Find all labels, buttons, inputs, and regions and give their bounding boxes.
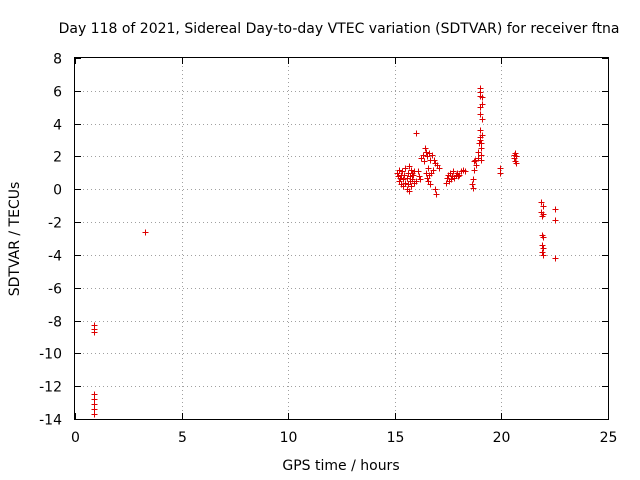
data-point (433, 191, 440, 198)
y-tick-label: -8 (48, 315, 62, 331)
y-tick-label: 4 (53, 118, 62, 134)
data-point (429, 152, 436, 159)
axis-ticks: -14 -12 -10 -8 -6 -4 -2 0 2 4 6 8 0 5 10 15 20 25 (39, 52, 617, 447)
data-point (397, 175, 404, 182)
data-point (431, 157, 438, 164)
data-point (540, 211, 547, 218)
data-point (479, 132, 486, 139)
x-tick-label: 20 (493, 430, 511, 446)
y-tick-label: 0 (53, 183, 62, 199)
data-point (410, 172, 417, 179)
data-point (552, 217, 559, 224)
y-tick-label: -14 (39, 413, 62, 429)
data-point (513, 153, 520, 160)
y-tick-label: -10 (39, 347, 62, 363)
data-point (413, 130, 420, 137)
data-point (416, 173, 423, 180)
x-tick-label: 25 (600, 430, 618, 446)
data-point (477, 137, 484, 144)
data-point (473, 162, 480, 169)
data-point (462, 168, 469, 175)
data-point (427, 181, 434, 188)
data-point (539, 249, 546, 256)
data-point (512, 150, 519, 157)
data-point (552, 206, 559, 213)
data-point (406, 188, 413, 195)
data-point (478, 145, 485, 152)
data-point (406, 163, 413, 170)
data-point (470, 185, 477, 192)
y-tick-label: -4 (48, 249, 62, 265)
y-tick-label: 2 (53, 150, 62, 166)
data-point (538, 199, 545, 206)
y-tick-label: -12 (39, 380, 62, 396)
y-tick-label: 8 (53, 52, 62, 68)
data-point (421, 158, 428, 165)
data-point (425, 165, 432, 172)
data-point (408, 183, 415, 190)
data-point (402, 180, 409, 187)
y-tick-label: -2 (48, 216, 62, 232)
y-tick-label: 6 (53, 85, 62, 101)
plot-frame (74, 57, 609, 420)
data-point (513, 160, 520, 167)
y-axis-label: SDTVAR / TECUs (7, 182, 23, 297)
data-point (436, 165, 443, 172)
y-tick-label: -6 (48, 282, 62, 298)
data-point (479, 94, 486, 101)
data-point (422, 145, 429, 152)
data-point (477, 111, 484, 118)
data-point (540, 203, 547, 210)
data-point (430, 167, 437, 174)
data-point (400, 176, 407, 183)
data-point (408, 167, 415, 174)
data-point (469, 181, 476, 188)
data-point (540, 252, 547, 259)
x-tick-label: 10 (280, 430, 298, 446)
x-axis-label: GPS time / hours (282, 458, 399, 474)
data-point (539, 242, 546, 249)
data-point (409, 176, 416, 183)
data-point (396, 167, 403, 174)
data-point (420, 152, 427, 159)
data-point (475, 149, 482, 156)
x-tick-label: 0 (71, 430, 80, 446)
data-point (91, 411, 98, 418)
data-point (540, 245, 547, 252)
data-point (423, 149, 430, 156)
data-point (471, 158, 478, 165)
data-point (401, 172, 408, 179)
data-point (540, 234, 547, 241)
data-point (497, 170, 504, 177)
data-point (456, 172, 463, 179)
data-point (450, 168, 457, 175)
data-point (402, 165, 409, 172)
data-point (479, 116, 486, 123)
data-point (455, 173, 462, 180)
x-tick-label: 5 (178, 430, 187, 446)
chart-title: Day 118 of 2021, Sidereal Day-to-day VTE… (59, 21, 620, 37)
grid-lines (75, 58, 608, 419)
data-point (413, 178, 420, 185)
data-point (470, 176, 477, 183)
data-point (415, 168, 422, 175)
x-tick-label: 15 (387, 430, 405, 446)
data-points (91, 85, 559, 418)
data-point (432, 186, 439, 193)
data-point (478, 157, 485, 164)
data-point (552, 255, 559, 262)
data-point (471, 167, 478, 174)
data-point (477, 127, 484, 134)
data-point (91, 329, 98, 336)
data-point (448, 176, 455, 183)
data-point (399, 168, 406, 175)
data-point (417, 176, 424, 183)
data-point (142, 229, 149, 236)
data-point (479, 101, 486, 108)
